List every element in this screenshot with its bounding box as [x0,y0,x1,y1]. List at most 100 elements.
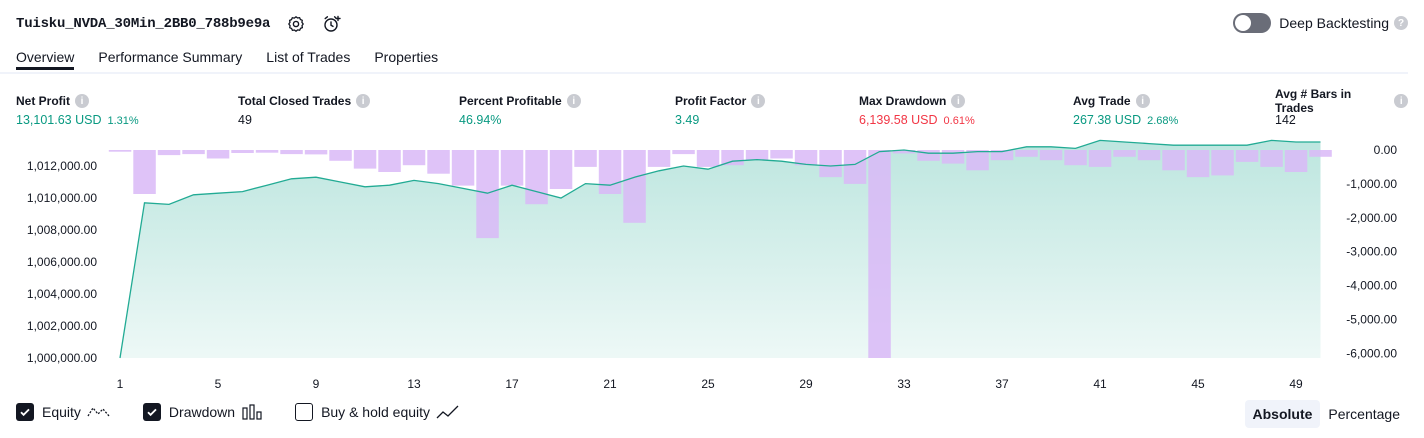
right-axis-tick: -2,000.00 [1346,211,1397,225]
drawdown-bar [770,150,793,159]
drawdown-bar [549,150,573,189]
right-axis-tick: -4,000.00 [1346,279,1397,293]
drawdown-bar [255,150,279,153]
metric-avg-trade: Avg Trade i 267.38 USD 2.68% [1073,93,1178,127]
legend-equity[interactable]: Equity [16,403,111,421]
buy-hold-checkbox[interactable] [295,403,314,421]
metric-label: Avg Trade [1073,94,1131,108]
right-axis-tick: -5,000.00 [1346,312,1397,326]
drawdown-bar [231,150,254,153]
right-axis-tick: -1,000.00 [1346,177,1397,191]
right-axis-tick: 0.00 [1374,143,1398,157]
legend-label: Buy & hold equity [321,404,431,420]
drawdown-bar [892,150,916,154]
drawdown-bar [745,150,769,161]
equity-line-path [119,139,1321,359]
info-icon[interactable]: i [1135,94,1150,108]
drawdown-bar [525,150,548,205]
legend-label: Drawdown [168,404,236,420]
x-axis-tick: 37 [995,377,1009,391]
equity-checkbox[interactable] [16,403,34,421]
tab-overview[interactable]: Overview [16,46,75,70]
drawdown-bar [696,150,720,167]
x-axis-tick: 21 [603,377,617,391]
x-axis-tick: 25 [701,377,715,391]
legend-drawdown[interactable]: Drawdown [142,403,263,421]
metric-value: 46.94% [459,113,502,127]
left-axis: 1,000,000.00 1,002,000.00 1,004,000.00 1,00… [27,159,97,365]
metric-total-closed-trades: Total Closed Trades i 49 [238,93,371,127]
metric-label: Profit Factor [675,94,747,108]
deep-backtesting-label: Deep Backtesting [1279,15,1389,31]
drawdown-bar [402,150,426,166]
info-icon[interactable]: i [566,94,581,108]
left-axis-tick: 1,008,000.00 [27,223,97,237]
drawdown-bar [157,150,181,156]
left-axis-tick: 1,006,000.00 [27,255,97,269]
drawdown-bar [500,150,524,186]
help-icon[interactable]: ? [1394,16,1408,30]
metric-percent: 1.31% [107,115,139,127]
drawdown-bar [1015,150,1038,157]
info-icon[interactable]: i [1394,94,1408,108]
settings-icon[interactable] [286,14,306,34]
metric-value: 6,139.58 USD [859,113,938,127]
drawdown-bar [819,150,842,178]
info-icon[interactable]: i [751,94,766,108]
info-icon[interactable]: i [951,94,966,108]
x-axis-tick: 13 [407,377,421,391]
drawdown-bar [451,150,475,186]
left-axis-tick: 1,004,000.00 [27,287,97,301]
percentage-button[interactable]: Percentage [1328,406,1400,422]
drawdown-bar [378,150,401,172]
drawdown-bar [1260,150,1283,167]
metric-value: 49 [238,113,252,127]
x-axis-tick: 29 [799,377,813,391]
x-axis-tick: 33 [897,377,911,391]
buy-hold-line-icon [436,404,460,420]
equity-line [119,139,1321,359]
tab-performance-summary[interactable]: Performance Summary [98,49,243,65]
metric-value: 267.38 USD [1073,113,1142,127]
info-icon[interactable]: i [356,94,371,108]
drawdown-bar [1088,150,1112,167]
toggle-knob [1235,15,1252,31]
drawdown-bar [1211,150,1234,176]
legend-buy-hold[interactable]: Buy & hold equity [295,403,460,421]
metric-label: Net Profit [16,94,70,108]
drawdown-bar [1113,150,1136,157]
strategy-title: Tuisku_NVDA_30Min_2BB0_788b9e9a [16,16,271,32]
drawdown-bar [206,150,230,159]
tab-properties[interactable]: Properties [374,49,439,65]
x-axis-tick: 45 [1191,377,1205,391]
drawdown-bar [917,150,940,161]
drawdown-bar [966,150,989,171]
drawdown-bar [1186,150,1210,178]
x-axis-tick: 1 [117,377,124,391]
drawdown-bar [1137,150,1161,161]
metric-value: 3.49 [675,113,700,127]
drawdown-bar [868,150,891,358]
drawdown-bar [623,150,646,223]
metric-net-profit: Net Profit i 13,101.63 USD 1.31% [16,93,139,127]
x-axis-tick: 41 [1093,377,1107,391]
tab-list-of-trades[interactable]: List of Trades [266,49,351,65]
drawdown-bar [721,150,744,166]
drawdown-bar [476,150,499,239]
info-icon[interactable]: i [75,94,89,108]
drawdown-bar [1284,150,1308,172]
metric-label: Total Closed Trades [238,94,352,108]
drawdown-bar [182,150,205,155]
deep-backtesting-toggle[interactable] [1233,13,1272,33]
drawdown-checkbox[interactable] [142,403,161,421]
alert-add-icon[interactable] [322,14,342,34]
x-axis-tick: 49 [1289,377,1303,391]
right-axis-tick: -3,000.00 [1346,245,1397,259]
drawdown-bar [280,150,303,155]
right-axis: 0.00 -1,000.00 -2,000.00 -3,000.00 -4,000.00… [1346,143,1397,360]
absolute-button[interactable]: Absolute [1244,400,1321,428]
drawdown-bar [574,150,597,167]
drawdown-bar [843,150,867,184]
scale-mode-switch: Absolute Percentage [1244,400,1409,428]
drawdown-bars [108,150,1332,358]
